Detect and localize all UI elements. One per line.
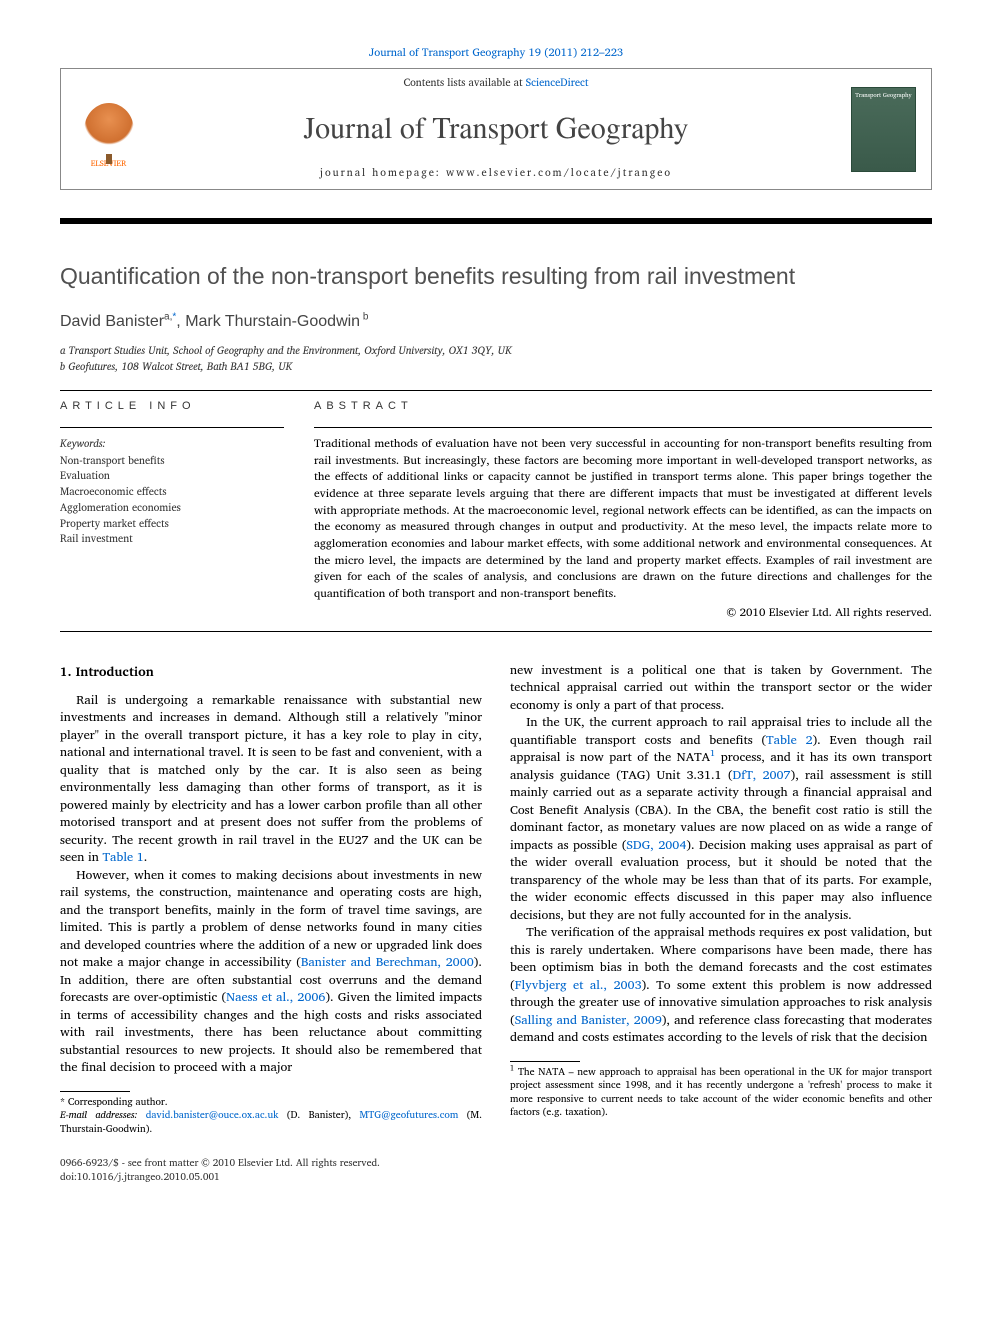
journal-header-box: ELSEVIER Contents lists available at Sci… [60, 68, 932, 190]
author-2: , Mark Thurstain-Goodwin [176, 313, 360, 330]
body-column-left: 1. Introduction Rail is undergoing a rem… [60, 662, 482, 1185]
keyword: Rail investment [60, 531, 284, 547]
journal-cover-thumbnail: Transport Geography [851, 87, 916, 172]
elsevier-logo-area: ELSEVIER [61, 69, 156, 189]
info-divider [60, 427, 284, 428]
body-paragraph: However, when it comes to making decisio… [60, 867, 482, 1077]
front-matter-line: 0966-6923/$ - see front matter © 2010 El… [60, 1156, 482, 1170]
header-center: Contents lists available at ScienceDirec… [156, 69, 836, 189]
body-paragraph: Rail is undergoing a remarkable renaissa… [60, 692, 482, 867]
email-link-1[interactable]: david.banister@ouce.ox.ac.uk [146, 1107, 279, 1123]
abstract-copyright: © 2010 Elsevier Ltd. All rights reserved… [314, 605, 932, 621]
elsevier-logo: ELSEVIER [74, 89, 144, 169]
info-abstract-row: article info Keywords: Non-transport ben… [60, 399, 932, 620]
elsevier-tree-icon [84, 103, 134, 158]
affiliations: a Transport Studies Unit, School of Geog… [60, 343, 932, 375]
sciencedirect-link[interactable]: ScienceDirect [526, 73, 589, 91]
divider-above-abstract [60, 390, 932, 391]
body-paragraph: The verification of the appraisal method… [510, 924, 932, 1047]
email-footnote: E-mail addresses: david.banister@ouce.ox… [60, 1109, 482, 1136]
footnote-rule-right [510, 1061, 580, 1062]
author-1: David Banister [60, 313, 164, 330]
abstract-text: Traditional methods of evaluation have n… [314, 436, 932, 603]
footnote-rule-left [60, 1091, 130, 1092]
footnotes-left: * Corresponding author. E-mail addresses… [60, 1096, 482, 1137]
affiliation-b: b Geofutures, 108 Walcot Street, Bath BA… [60, 359, 932, 375]
cover-thumb-area: Transport Geography [836, 69, 931, 189]
journal-ref-link[interactable]: Journal of Transport Geography 19 (2011)… [369, 43, 623, 61]
journal-name: Journal of Transport Geography [304, 106, 689, 148]
email-link-2[interactable]: MTG@geofutures.com [359, 1107, 458, 1123]
page-footer: 0966-6923/$ - see front matter © 2010 El… [60, 1156, 482, 1184]
homepage-url: www.elsevier.com/locate/jtrangeo [446, 163, 672, 181]
contents-available-line: Contents lists available at ScienceDirec… [404, 75, 589, 90]
body-paragraph: In the UK, the current approach to rail … [510, 714, 932, 924]
title-rule-thick [60, 218, 932, 224]
doi-line: doi:10.1016/j.jtrangeo.2010.05.001 [60, 1170, 482, 1184]
abstract-column: abstract Traditional methods of evaluati… [314, 399, 932, 620]
body-column-right: new investment is a political one that i… [510, 662, 932, 1185]
article-info-column: article info Keywords: Non-transport ben… [60, 399, 284, 620]
journal-homepage-line: journal homepage: www.elsevier.com/locat… [320, 165, 672, 180]
journal-reference: Journal of Transport Geography 19 (2011)… [60, 45, 932, 60]
article-info-label: article info [60, 399, 284, 414]
section-1-heading: 1. Introduction [60, 662, 482, 680]
footnote-1-text: The NATA – new approach to appraisal has… [510, 1064, 932, 1121]
authors-line: David Banistera,*, Mark Thurstain-Goodwi… [60, 311, 932, 333]
abstract-label: abstract [314, 399, 932, 414]
paper-title: Quantification of the non-transport bene… [60, 260, 932, 292]
footnotes-right: 1 The NATA – new approach to appraisal h… [510, 1066, 932, 1120]
abstract-divider [314, 427, 932, 428]
body-two-columns: 1. Introduction Rail is undergoing a rem… [60, 662, 932, 1185]
body-paragraph: new investment is a political one that i… [510, 662, 932, 715]
keywords-heading: Keywords: [60, 436, 284, 451]
keywords-list: Non-transport benefits Evaluation Macroe… [60, 453, 284, 548]
divider-below-abstract [60, 631, 932, 632]
